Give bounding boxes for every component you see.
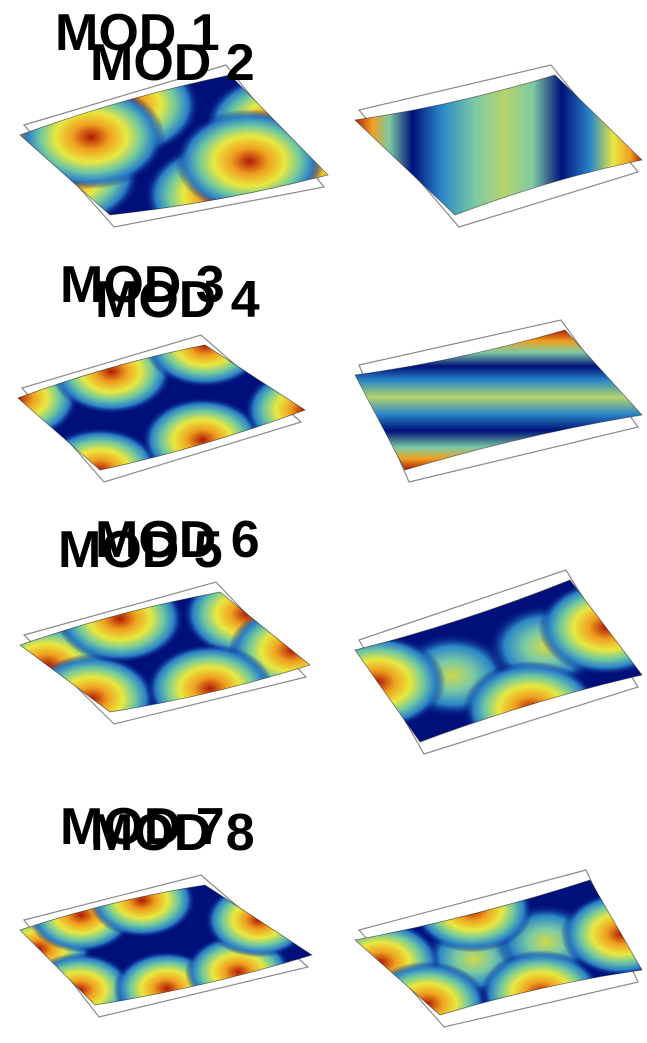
antinode-lobe [20,84,166,190]
reference-frame [357,869,639,1028]
antinode-lobe [88,885,196,938]
mode-title: MOD 1 [55,4,220,62]
antinode-lobe [174,109,325,214]
antinode-lobe [366,961,488,1015]
mode-title: MOD 5 [58,521,223,579]
reference-frame [22,581,308,725]
reference-frame [357,64,640,228]
reference-frame [22,64,326,228]
mode-panel: MOD 2 [90,34,643,228]
plate-surface [355,330,642,470]
mode-title: MOD 3 [60,256,225,314]
mode-panel: MOD 7 [19,798,313,1018]
antinode-lobe [50,345,173,414]
reference-frame [22,874,310,1018]
mode-title: MOD 2 [90,34,255,92]
mode-title: MOD 6 [95,511,260,569]
plate-surface [355,75,642,215]
mode-title: MOD 8 [90,804,255,862]
mode-panel: MOD 4 [95,271,643,483]
antinode-lobe [411,880,534,953]
antinode-lobe [56,592,184,664]
antinode-lobe [463,661,599,742]
antinode-lobe [144,345,266,388]
reference-frame [20,334,303,483]
reference-frame [358,569,639,755]
mode-title: MOD 7 [60,798,225,856]
mode-title: MOD 4 [95,271,260,329]
antinode-lobe [146,643,274,712]
